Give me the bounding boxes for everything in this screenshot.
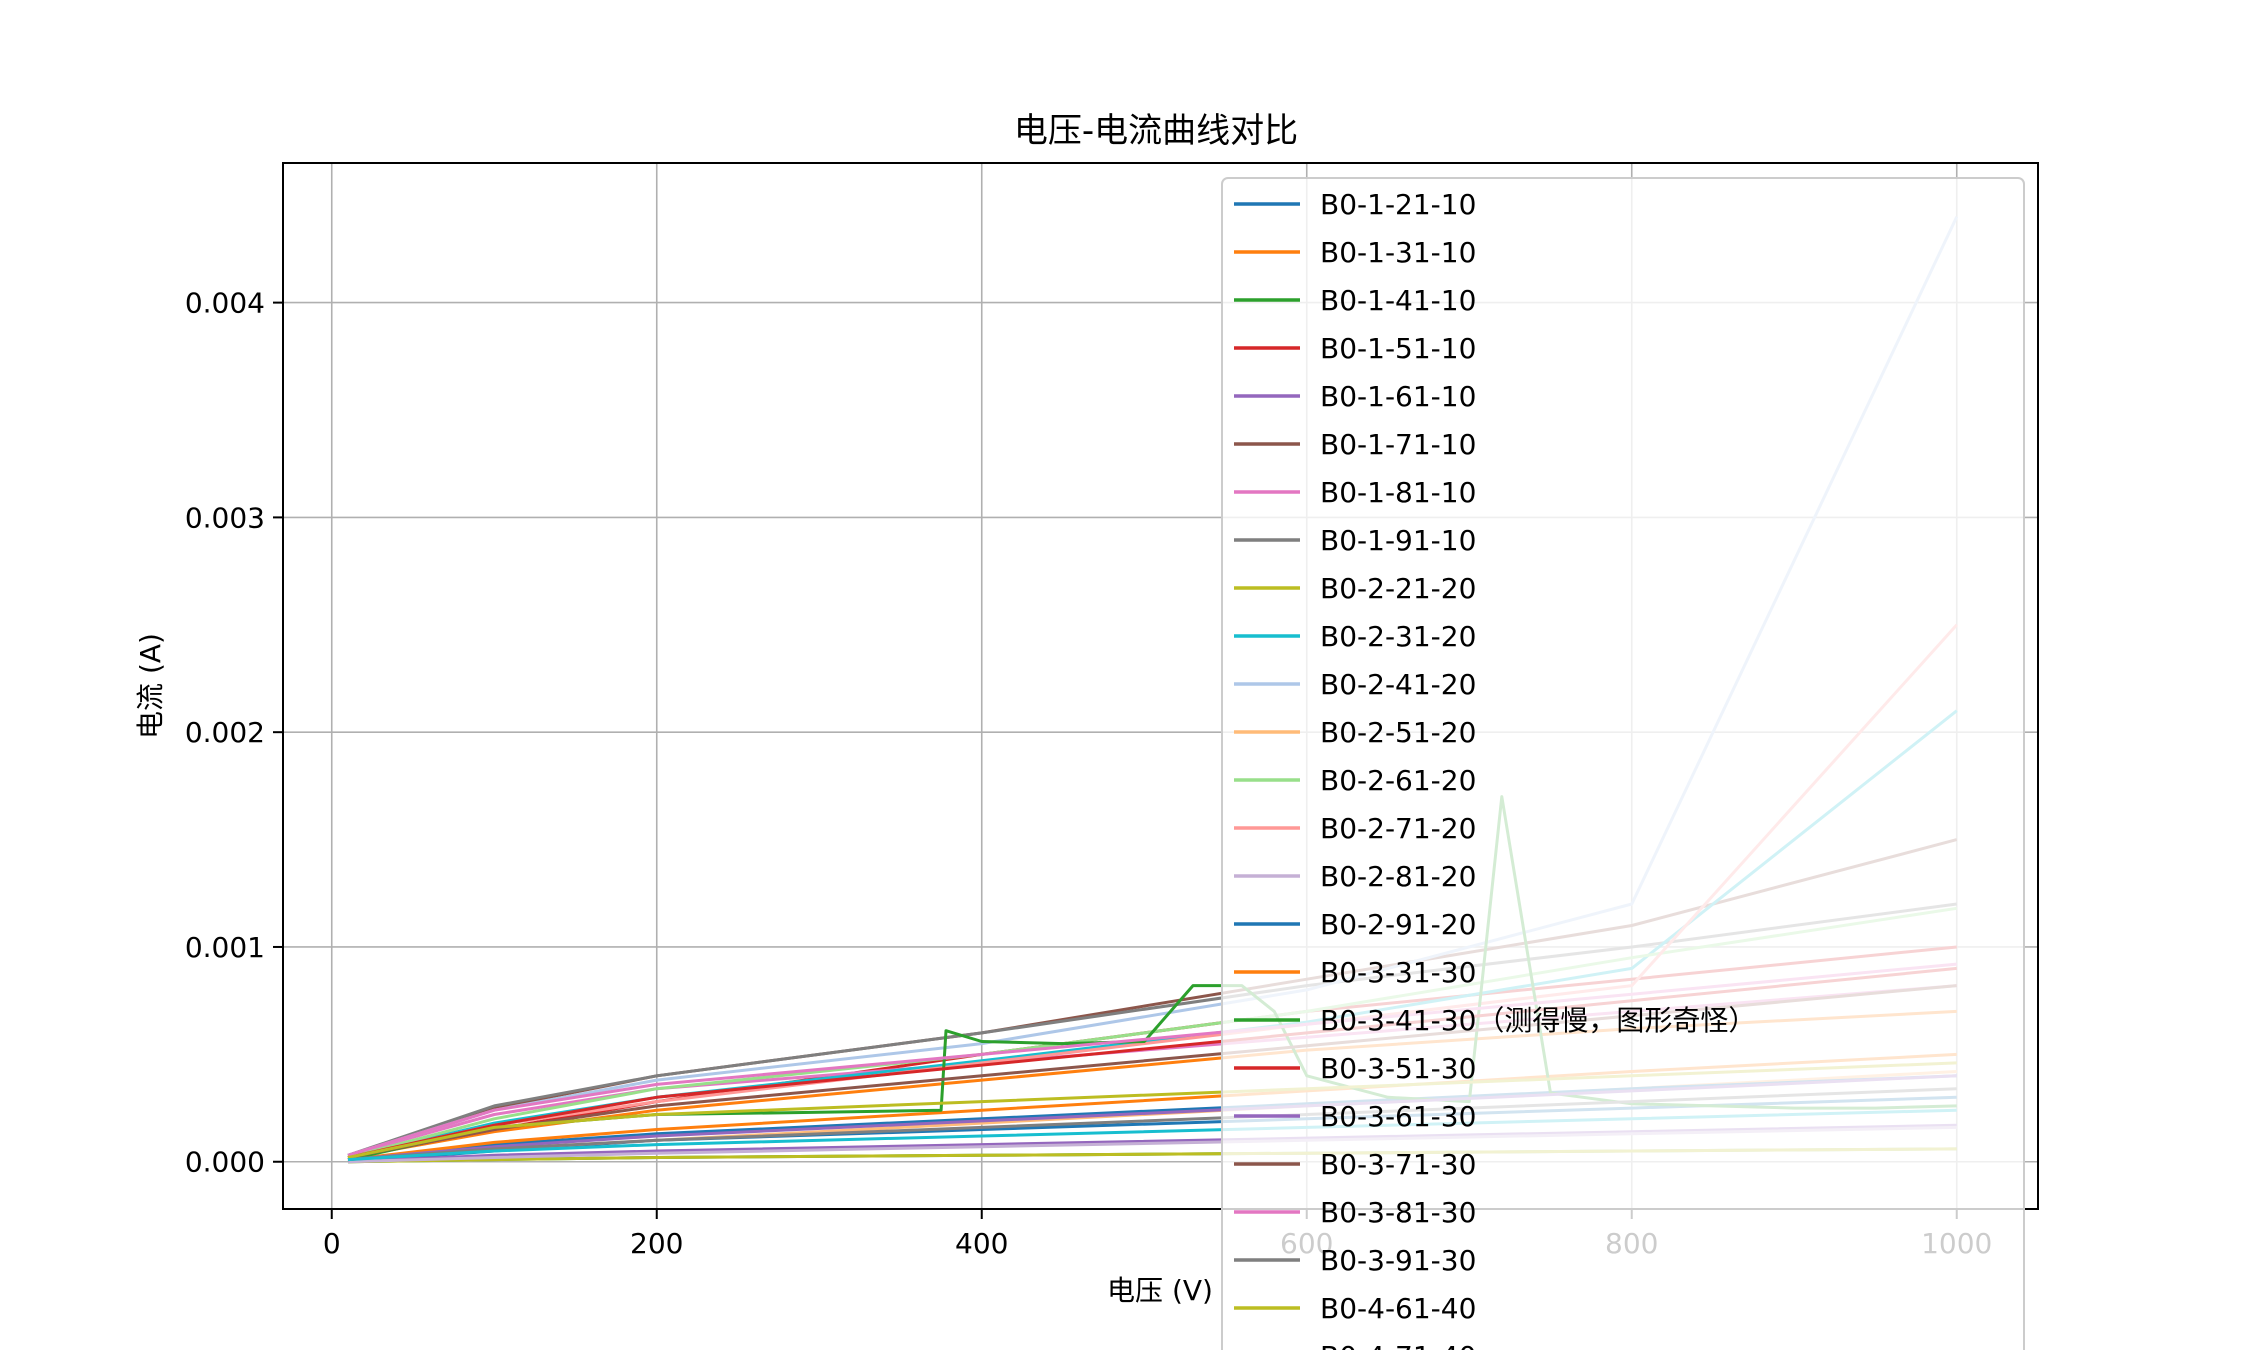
y-tick-label: 0.004: [185, 287, 265, 320]
legend-entry-label: B0-3-41-30（测得慢，图形奇怪）: [1320, 1004, 1756, 1037]
y-tick-label: 0.003: [185, 501, 265, 534]
x-tick-label: 400: [955, 1227, 1008, 1260]
legend-entry-label: B0-1-91-10: [1320, 524, 1476, 557]
x-axis-label: 电压 (V): [1107, 1274, 1213, 1307]
plot-frame: [282, 162, 2039, 1210]
legend-entry-label: B0-2-51-20: [1320, 716, 1476, 749]
x-tick-label: 200: [630, 1227, 683, 1260]
legend-entry-label: B0-3-91-30: [1320, 1244, 1476, 1277]
legend-entry-label: B0-2-41-20: [1320, 668, 1476, 701]
legend: B0-1-21-10 B0-1-31-10 B0-1-41-10 B0-1-51-10…: [1221, 177, 2025, 1350]
legend-entry-label: B0-4-61-40: [1320, 1292, 1476, 1325]
legend-entry-label: B0-1-21-10: [1320, 188, 1476, 221]
legend-entry-label: B0-1-71-10: [1320, 428, 1476, 461]
legend-entry-label: B0-3-51-30: [1320, 1052, 1476, 1085]
legend-entry-label: B0-1-51-10: [1320, 332, 1476, 365]
y-tick-label: 0.001: [185, 931, 265, 964]
legend-entry-label: B0-2-31-20: [1320, 620, 1476, 653]
x-tick-label: 0: [323, 1227, 341, 1260]
legend-entry-label: B0-1-41-10: [1320, 284, 1476, 317]
legend-entry-label: B0-1-31-10: [1320, 236, 1476, 269]
legend-entry-label: B0-2-91-20: [1320, 908, 1476, 941]
legend-entry-label: B0-2-61-20: [1320, 764, 1476, 797]
legend-entry-label: B0-1-61-10: [1320, 380, 1476, 413]
legend-entry-label: B0-4-71-40: [1320, 1340, 1476, 1350]
y-axis: 0.000 0.001 0.002 0.003 0.004: [185, 287, 283, 1179]
y-tick-label: 0.002: [185, 716, 265, 749]
legend-entry-label: B0-3-31-30: [1320, 956, 1476, 989]
y-tick-label: 0.000: [185, 1146, 265, 1179]
legend-entry-label: B0-2-81-20: [1320, 860, 1476, 893]
legend-entry-label: B0-3-71-30: [1320, 1148, 1476, 1181]
chart-title: 电压-电流曲线对比: [1014, 111, 1298, 151]
y-axis-label: 电流 (A): [134, 633, 167, 739]
legend-frame: [1221, 177, 2025, 1350]
legend-entry-label: B0-2-71-20: [1320, 812, 1476, 845]
legend-entry-label: B0-3-61-30: [1320, 1100, 1476, 1133]
legend-entry-label: B0-1-81-10: [1320, 476, 1476, 509]
legend-entry-label: B0-3-81-30: [1320, 1196, 1476, 1229]
legend-entry-label: B0-2-21-20: [1320, 572, 1476, 605]
